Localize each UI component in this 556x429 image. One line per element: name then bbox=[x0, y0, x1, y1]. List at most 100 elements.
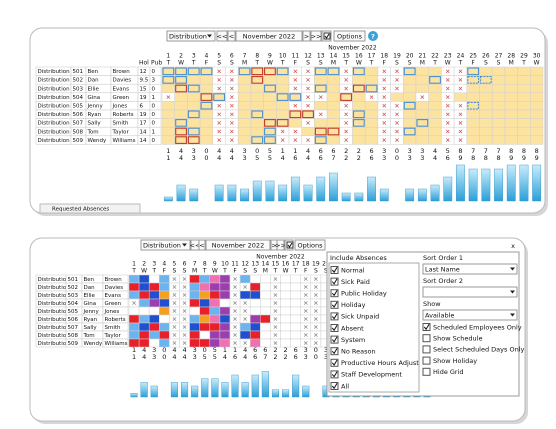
day-cell[interactable] bbox=[148, 282, 160, 292]
day-cell[interactable] bbox=[199, 314, 211, 324]
day-cell[interactable] bbox=[209, 274, 221, 284]
day-cell[interactable] bbox=[530, 126, 544, 137]
employee-id[interactable]: 503 bbox=[73, 86, 84, 92]
day-cell[interactable] bbox=[290, 290, 301, 300]
day-cell[interactable] bbox=[239, 322, 251, 332]
day-cell[interactable] bbox=[161, 126, 175, 137]
day-cell[interactable] bbox=[530, 101, 544, 111]
checkbox[interactable] bbox=[330, 358, 339, 367]
select[interactable] bbox=[422, 263, 518, 275]
day-cell[interactable] bbox=[415, 75, 429, 85]
day-cell[interactable] bbox=[138, 314, 150, 324]
day-cell[interactable] bbox=[415, 66, 429, 76]
employee-first[interactable]: Ben bbox=[84, 277, 95, 283]
day-cell[interactable] bbox=[517, 66, 531, 76]
checkbox[interactable] bbox=[330, 370, 339, 379]
day-cell[interactable] bbox=[428, 66, 442, 76]
checkbox[interactable] bbox=[323, 32, 331, 40]
employee-pub[interactable]: 3 bbox=[152, 78, 156, 84]
day-cell[interactable] bbox=[491, 92, 506, 102]
day-cell[interactable] bbox=[280, 282, 291, 292]
employee-dept[interactable]: Distribution bbox=[38, 325, 71, 331]
option-label[interactable]: Normal bbox=[341, 266, 365, 274]
day-cell[interactable] bbox=[199, 274, 211, 284]
employee-id[interactable]: 507 bbox=[68, 325, 79, 331]
day-cell[interactable] bbox=[466, 83, 480, 94]
toolbar-button[interactable] bbox=[205, 239, 271, 251]
day-cell[interactable] bbox=[479, 66, 493, 76]
day-cell[interactable] bbox=[517, 135, 531, 145]
employee-id[interactable]: 501 bbox=[73, 69, 84, 75]
day-cell[interactable] bbox=[290, 306, 301, 316]
employee-last[interactable]: Evans bbox=[105, 293, 122, 299]
day-cell[interactable] bbox=[199, 330, 211, 340]
day-cell[interactable] bbox=[199, 75, 214, 85]
day-cell[interactable] bbox=[260, 306, 271, 316]
day-cell[interactable] bbox=[237, 83, 252, 94]
day-cell[interactable] bbox=[209, 306, 221, 316]
day-cell[interactable] bbox=[479, 109, 493, 119]
day-cell[interactable] bbox=[479, 135, 493, 145]
employee-first[interactable]: Sally bbox=[84, 325, 98, 331]
day-cell[interactable] bbox=[466, 135, 480, 145]
day-cell[interactable] bbox=[280, 330, 291, 340]
day-cell[interactable] bbox=[148, 290, 160, 300]
day-cell[interactable] bbox=[530, 66, 544, 76]
employee-hol[interactable]: 15 bbox=[140, 86, 147, 92]
day-cell[interactable] bbox=[187, 75, 201, 85]
day-cell[interactable] bbox=[326, 92, 341, 102]
checkbox[interactable] bbox=[330, 312, 339, 321]
day-cell[interactable] bbox=[517, 92, 531, 102]
toolbar-label[interactable]: < bbox=[199, 242, 204, 250]
day-cell[interactable] bbox=[237, 109, 252, 119]
day-cell[interactable] bbox=[219, 322, 231, 332]
day-cell[interactable] bbox=[187, 118, 201, 128]
day-cell[interactable] bbox=[128, 306, 140, 316]
checkbox[interactable] bbox=[422, 367, 431, 376]
day-cell[interactable] bbox=[326, 83, 341, 94]
employee-pub[interactable]: 0 bbox=[152, 69, 156, 75]
day-cell[interactable] bbox=[174, 92, 188, 102]
day-cell[interactable] bbox=[260, 330, 271, 340]
day-cell[interactable] bbox=[148, 322, 160, 332]
day-cell[interactable] bbox=[209, 330, 221, 340]
day-cell[interactable] bbox=[491, 135, 506, 145]
employee-hol[interactable]: 6 bbox=[140, 104, 144, 110]
day-cell[interactable] bbox=[479, 118, 493, 128]
day-cell[interactable] bbox=[276, 83, 290, 94]
toolbar-button[interactable] bbox=[310, 30, 322, 42]
employee-id[interactable]: 505 bbox=[73, 104, 84, 110]
employee-last[interactable]: Williams bbox=[105, 341, 128, 347]
day-cell[interactable] bbox=[263, 101, 277, 111]
view-select[interactable] bbox=[166, 30, 216, 42]
employee-last[interactable]: Smith bbox=[113, 121, 130, 127]
day-cell[interactable] bbox=[249, 314, 261, 324]
day-cell[interactable] bbox=[364, 126, 379, 137]
day-cell[interactable] bbox=[290, 322, 301, 332]
employee-id[interactable]: 505 bbox=[68, 309, 79, 315]
employee-first[interactable]: Gina bbox=[88, 95, 101, 101]
day-cell[interactable] bbox=[517, 101, 531, 111]
day-cell[interactable] bbox=[209, 314, 221, 324]
day-cell[interactable] bbox=[504, 126, 518, 137]
day-cell[interactable] bbox=[260, 314, 271, 324]
day-cell[interactable] bbox=[453, 92, 468, 102]
employee-id[interactable]: 508 bbox=[68, 333, 79, 339]
day-cell[interactable] bbox=[517, 126, 531, 137]
day-cell[interactable] bbox=[290, 330, 301, 340]
select[interactable] bbox=[422, 286, 518, 298]
toolbar-label[interactable]: << bbox=[190, 242, 201, 250]
day-cell[interactable] bbox=[290, 282, 301, 292]
day-cell[interactable] bbox=[530, 135, 544, 145]
day-cell[interactable] bbox=[189, 290, 200, 300]
checkbox[interactable] bbox=[330, 347, 339, 356]
day-cell[interactable] bbox=[219, 314, 231, 324]
help-label[interactable]: ? bbox=[371, 33, 375, 41]
select-value[interactable]: Available bbox=[425, 312, 454, 320]
toolbar-label[interactable]: << bbox=[217, 33, 228, 41]
day-cell[interactable] bbox=[189, 282, 200, 292]
select-value[interactable]: Last Name bbox=[425, 266, 460, 274]
day-cell[interactable] bbox=[280, 314, 291, 324]
employee-hol[interactable]: 12 bbox=[140, 69, 147, 75]
employee-dept[interactable]: Distribution bbox=[38, 285, 71, 291]
